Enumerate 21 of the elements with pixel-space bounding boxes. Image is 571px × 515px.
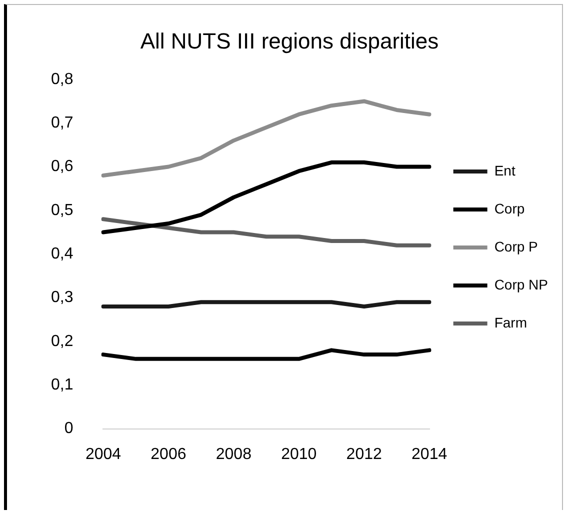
y-tick-label: 0,5 [50,202,74,219]
x-tick-label: 2012 [346,446,382,463]
x-tick-label: 2008 [216,446,252,463]
y-tick-label: 0,3 [50,289,74,306]
chart-title: All NUTS III regions disparities [140,28,439,54]
x-tick-label: 2006 [150,446,186,463]
legend-label: Farm [494,314,527,330]
y-tick-label: 0,7 [50,114,74,132]
x-tick-label: 2014 [412,446,448,463]
legend-label: Ent [494,162,516,178]
legend-label: Corp P [494,238,538,254]
y-tick-label: 0,8 [50,70,74,88]
y-tick-label: 0,1 [50,376,74,394]
y-tick-label: 0,2 [50,332,74,350]
y-tick-label: 0,6 [50,158,74,176]
y-tick-label: 0 [64,420,74,438]
legend-label: Corp NP [494,276,548,292]
x-tick-label: 2010 [281,446,317,463]
y-tick-label: 0,4 [50,246,74,263]
x-tick-label: 2004 [85,446,122,463]
legend-label: Corp [494,200,525,216]
